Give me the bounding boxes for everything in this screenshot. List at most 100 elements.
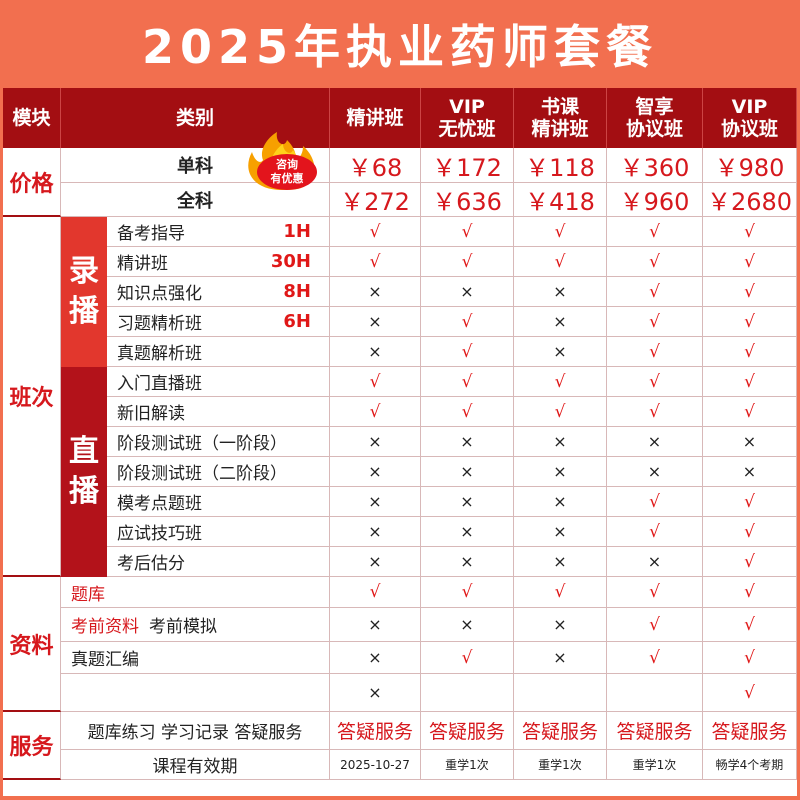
cross-icon: × <box>330 642 421 674</box>
header-plan-line: 协议班 <box>720 118 778 140</box>
service-value: 畅学4个考期 <box>703 750 797 780</box>
cross-icon: × <box>421 487 514 517</box>
service-value: 答疑服务 <box>514 712 607 750</box>
header-plan-line: 无忧班 <box>438 118 496 140</box>
cross-icon: × <box>421 547 514 577</box>
module-price: 价格 <box>3 148 61 217</box>
class-row-label: 新旧解读 <box>107 397 330 427</box>
class-row-label: 精讲班 30H <box>107 247 330 277</box>
check-icon: √ <box>421 642 514 674</box>
check-icon: √ <box>421 307 514 337</box>
check-icon: √ <box>330 577 421 608</box>
recorded-group-label-char: 播 <box>69 294 99 329</box>
check-icon: √ <box>514 577 607 608</box>
service-value: 2025-10-27 <box>330 750 421 780</box>
class-row-label: 模考点题班 <box>107 487 330 517</box>
material-name: 考前资料 <box>71 617 139 637</box>
material-name: 题库 <box>71 584 105 605</box>
check-icon: √ <box>421 247 514 277</box>
header-plan-line: 书课 <box>540 96 579 118</box>
check-icon: √ <box>607 487 703 517</box>
service-value: 重学1次 <box>514 750 607 780</box>
live-group-label-char: 播 <box>69 474 99 509</box>
check-icon: √ <box>703 367 797 397</box>
cross-icon: × <box>703 457 797 487</box>
check-icon: √ <box>421 217 514 247</box>
material-row-label <box>61 674 330 712</box>
cross-icon: × <box>607 427 703 457</box>
service-value: 重学1次 <box>607 750 703 780</box>
check-icon: √ <box>703 674 797 712</box>
class-hours: 8H <box>283 281 311 302</box>
cross-icon: × <box>607 457 703 487</box>
empty-cell <box>607 674 703 712</box>
material-name-2: 考前模拟 <box>149 617 217 637</box>
header-category: 类别 <box>61 88 330 148</box>
check-icon: √ <box>703 397 797 427</box>
price-value: ￥68 <box>330 148 421 183</box>
header-plan-1: 精讲班 <box>330 88 421 148</box>
check-icon: √ <box>703 487 797 517</box>
class-hours: 6H <box>283 311 311 332</box>
check-icon: √ <box>607 577 703 608</box>
check-icon: √ <box>607 397 703 427</box>
check-icon: √ <box>703 337 797 367</box>
material-row-label: 真题汇编 <box>61 642 330 674</box>
check-icon: √ <box>514 367 607 397</box>
check-icon: √ <box>703 247 797 277</box>
header-plan-line: 精讲班 <box>346 107 404 129</box>
recorded-group-label: 录播 <box>61 217 107 367</box>
check-icon: √ <box>421 577 514 608</box>
cross-icon: × <box>330 547 421 577</box>
check-icon: √ <box>330 247 421 277</box>
price-value: ￥2680 <box>703 183 797 217</box>
material-row-label: 题库 <box>61 577 330 608</box>
material-row-label: 考前资料 考前模拟 <box>61 608 330 642</box>
header-plan-2: VIP 无忧班 <box>421 88 514 148</box>
check-icon: √ <box>607 367 703 397</box>
price-value: ￥960 <box>607 183 703 217</box>
service-row-label: 课程有效期 <box>61 750 330 780</box>
check-icon: √ <box>703 277 797 307</box>
check-icon: √ <box>607 217 703 247</box>
class-row-label: 习题精析班 6H <box>107 307 330 337</box>
badge-line1: 咨询 <box>276 157 298 171</box>
class-row-label: 阶段测试班（一阶段） <box>107 427 330 457</box>
check-icon: √ <box>607 517 703 547</box>
cross-icon: × <box>330 674 421 712</box>
price-value: ￥118 <box>514 148 607 183</box>
class-row-label: 考后估分 <box>107 547 330 577</box>
check-icon: √ <box>703 307 797 337</box>
service-value: 重学1次 <box>421 750 514 780</box>
check-icon: √ <box>607 247 703 277</box>
check-icon: √ <box>703 577 797 608</box>
service-value: 答疑服务 <box>703 712 797 750</box>
check-icon: √ <box>703 517 797 547</box>
price-row-label: 全科 <box>61 183 330 217</box>
class-name: 精讲班 <box>117 254 168 274</box>
cross-icon: × <box>514 307 607 337</box>
cross-icon: × <box>330 307 421 337</box>
header-plan-line: 智享 <box>635 96 674 118</box>
check-icon: √ <box>607 307 703 337</box>
header-plan-line: 协议班 <box>625 118 683 140</box>
service-value: 答疑服务 <box>330 712 421 750</box>
header-plan-line: VIP <box>731 96 768 118</box>
service-value: 答疑服务 <box>421 712 514 750</box>
header-plan-line: VIP <box>449 96 485 118</box>
class-name: 习题精析班 <box>117 314 202 334</box>
service-row-label: 题库练习 学习记录 答疑服务 <box>61 712 330 750</box>
cross-icon: × <box>514 517 607 547</box>
check-icon: √ <box>330 217 421 247</box>
price-value: ￥360 <box>607 148 703 183</box>
check-icon: √ <box>514 397 607 427</box>
cross-icon: × <box>514 608 607 642</box>
check-icon: √ <box>703 217 797 247</box>
material-name: 真题汇编 <box>71 650 139 670</box>
page-title: 2025年执业药师套餐 <box>141 20 659 74</box>
module-materials: 资料 <box>3 577 61 712</box>
price-value: ￥418 <box>514 183 607 217</box>
check-icon: √ <box>607 608 703 642</box>
cross-icon: × <box>607 547 703 577</box>
price-value: ￥980 <box>703 148 797 183</box>
